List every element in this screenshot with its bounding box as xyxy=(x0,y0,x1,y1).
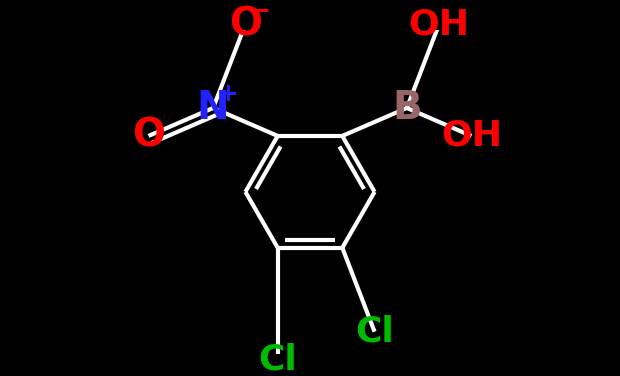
Text: Cl: Cl xyxy=(355,315,394,349)
Text: N: N xyxy=(197,89,229,127)
Text: B: B xyxy=(392,89,422,127)
Text: O: O xyxy=(132,117,165,155)
Text: +: + xyxy=(217,82,238,106)
Text: O: O xyxy=(229,5,262,43)
Text: −: − xyxy=(249,0,270,22)
Text: OH: OH xyxy=(441,119,502,153)
Text: OH: OH xyxy=(409,7,470,41)
Text: Cl: Cl xyxy=(259,343,297,376)
